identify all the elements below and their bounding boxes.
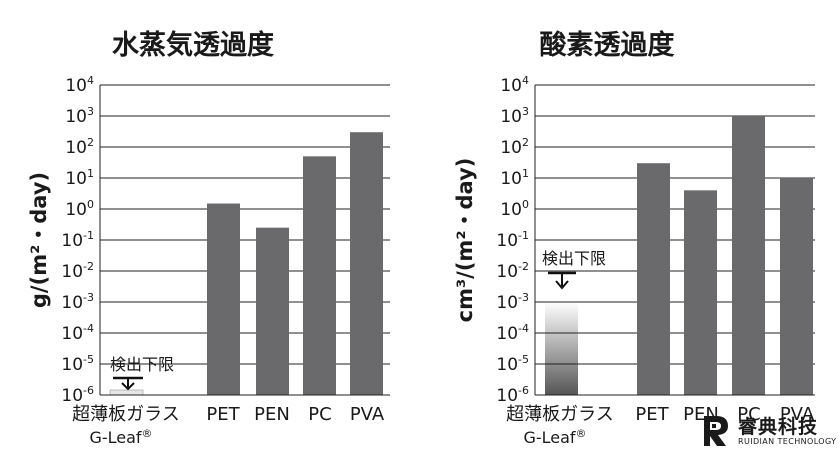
y-tick-label: 10-6: [496, 384, 529, 406]
detection-limit-arrow: [121, 379, 135, 391]
x-category-label: PET: [635, 404, 669, 425]
detection-limit-label: 検出下限: [110, 355, 174, 374]
x-category-label: PC: [737, 404, 760, 425]
chart-title: 水蒸気透過度: [112, 29, 274, 61]
y-tick-label: 101: [500, 167, 529, 189]
y-tick-label: 102: [500, 136, 529, 158]
y-tick-label: 101: [65, 167, 94, 189]
y-tick-label: 10-1: [61, 229, 94, 251]
x-category-label: PVA: [780, 404, 815, 425]
y-tick-label: 104: [65, 74, 94, 96]
y-tick-label: 10-5: [496, 353, 529, 375]
y-tick-label: 103: [500, 105, 529, 127]
x-category-label: PC: [308, 404, 331, 425]
detection-limit-range: [545, 302, 578, 395]
x-category-label: 超薄板ガラス: [506, 404, 614, 425]
bar-pet: [637, 163, 670, 395]
ruidian-logo-icon: [704, 416, 728, 446]
bar-pva: [780, 178, 813, 395]
y-tick-label: 102: [65, 136, 94, 158]
y-tick-label: 103: [65, 105, 94, 127]
y-tick-label: 100: [500, 198, 529, 220]
bar-pva: [350, 132, 383, 396]
y-tick-label: 10-1: [496, 229, 529, 251]
watermark-logo: 睿典科技 RUIDIAN TECHNOLOGY: [700, 410, 840, 453]
y-tick-label: 10-3: [61, 291, 94, 313]
x-category-sublabel: G-Leaf®: [89, 427, 152, 447]
x-category-sublabel: G-Leaf®: [523, 427, 586, 447]
chart-title: 酸素透過度: [540, 29, 675, 61]
y-tick-label: 100: [65, 198, 94, 220]
chart-panel-2: 酸素透過度 cm³/(m²・day) 104 103 102 101 100 10-1 10-2…: [453, 29, 815, 447]
y-axis-label: cm³/(m²・day): [453, 158, 477, 323]
chart-panel-1: 水蒸気透過度 g/(m²・day) 104 103 102 101 100 10-1 10-2 1…: [27, 29, 390, 447]
bar-pet: [207, 203, 240, 395]
y-tick-label: 10-2: [61, 260, 94, 282]
detection-limit-box: [109, 389, 144, 396]
detection-limit-arrow: [555, 274, 569, 290]
bar-pc: [303, 156, 336, 395]
y-tick-label: 104: [500, 74, 529, 96]
x-category-label: PEN: [254, 404, 290, 425]
x-category-label: 超薄板ガラス: [72, 404, 180, 425]
x-category-label: PET: [206, 404, 240, 425]
logo-name-cn: 睿典科技: [738, 416, 819, 438]
y-tick-label: 10-3: [496, 291, 529, 313]
bar-pc: [732, 116, 765, 395]
logo-name-en: RUIDIAN TECHNOLOGY: [738, 437, 837, 446]
detection-limit-label: 検出下限: [542, 249, 606, 268]
y-tick-label: 10-2: [496, 260, 529, 282]
bar-pen: [256, 227, 289, 395]
y-axis-label: g/(m²・day): [27, 172, 51, 308]
x-category-label: PVA: [350, 404, 385, 425]
y-tick-label: 10-4: [496, 322, 529, 344]
y-tick-label: 10-4: [61, 322, 94, 344]
bar-pen: [684, 190, 717, 395]
y-tick-label: 10-5: [61, 353, 94, 375]
y-tick-label: 10-6: [61, 384, 94, 406]
